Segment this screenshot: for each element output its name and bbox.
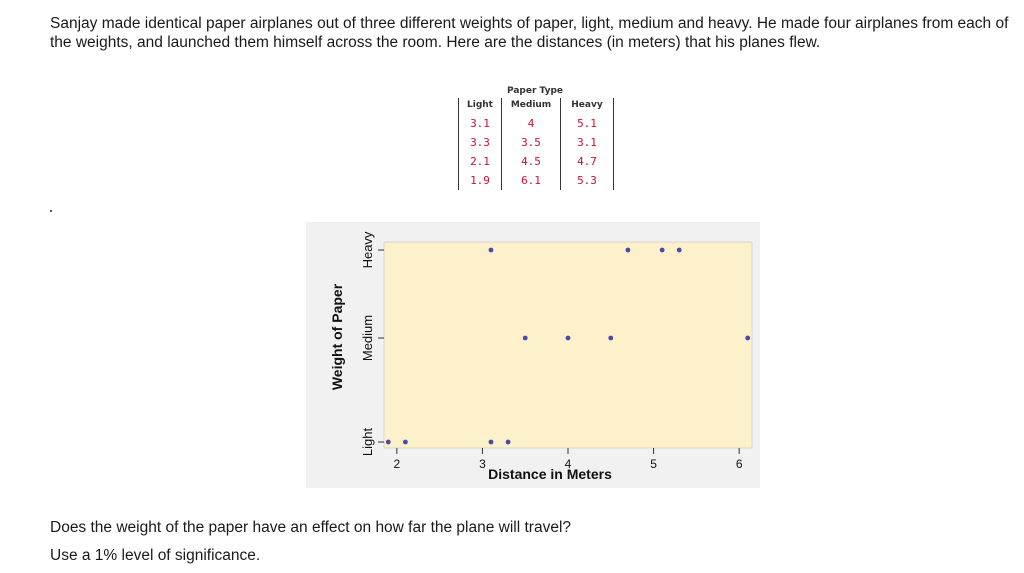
x-axis-label: Distance in Meters bbox=[488, 466, 612, 482]
scatter-point bbox=[676, 247, 682, 253]
question-text: Does the weight of the paper have an eff… bbox=[50, 519, 572, 536]
table-cell: 4 bbox=[501, 114, 561, 133]
table-cell: 4.7 bbox=[560, 152, 614, 171]
table-row: 1.9 6.1 5.3 bbox=[458, 171, 614, 190]
table-header-heavy: Heavy bbox=[560, 98, 614, 114]
y-tick-label: Heavy bbox=[360, 231, 375, 268]
table-row: 2.1 4.5 4.7 bbox=[458, 152, 614, 171]
scatter-point bbox=[659, 247, 665, 253]
y-axis: Light Medium Heavy bbox=[360, 231, 384, 456]
table-cell: 3.1 bbox=[560, 133, 614, 152]
table-cell: 4.5 bbox=[501, 152, 561, 171]
x-axis: 2 3 4 5 6 bbox=[393, 448, 743, 471]
stray-dot bbox=[50, 210, 52, 212]
plot-area bbox=[383, 241, 753, 449]
y-tick-label: Medium bbox=[360, 315, 375, 361]
table-cell: 5.3 bbox=[560, 171, 614, 190]
data-points bbox=[385, 247, 751, 445]
table-header-medium: Medium bbox=[501, 98, 561, 114]
y-tick-label: Light bbox=[360, 428, 375, 457]
table-title: Paper Type bbox=[506, 86, 564, 96]
x-tick-label: 5 bbox=[650, 457, 657, 471]
y-axis-label: Weight of Paper bbox=[329, 283, 345, 390]
scatter-point bbox=[522, 335, 528, 341]
problem-statement: Sanjay made identical paper airplanes ou… bbox=[50, 15, 1009, 51]
x-tick-label: 6 bbox=[736, 457, 743, 471]
scatter-point bbox=[385, 439, 391, 445]
table-cell: 3.3 bbox=[458, 133, 502, 152]
table-cell: 3.1 bbox=[458, 114, 502, 133]
scatter-point bbox=[402, 439, 408, 445]
scatter-point bbox=[488, 247, 494, 253]
table-header-light: Light bbox=[458, 98, 502, 114]
scatter-point bbox=[488, 439, 494, 445]
scatter-point bbox=[608, 335, 614, 341]
scatter-point bbox=[745, 335, 751, 341]
table-cell: 6.1 bbox=[501, 171, 561, 190]
table-cell: 2.1 bbox=[458, 152, 502, 171]
x-tick-label: 2 bbox=[393, 457, 400, 471]
scatter-point bbox=[625, 247, 631, 253]
significance-instruction: Use a 1% level of significance. bbox=[50, 547, 261, 564]
scatter-point bbox=[565, 335, 571, 341]
table-cell: 5.1 bbox=[560, 114, 614, 133]
scatter-point bbox=[505, 439, 511, 445]
scatter-chart: Weight of Paper Distance in Meters Light… bbox=[306, 222, 760, 488]
chart-svg: Weight of Paper Distance in Meters Light… bbox=[329, 231, 753, 482]
table-cell: 1.9 bbox=[458, 171, 502, 190]
table-row: 3.1 4 5.1 bbox=[458, 114, 614, 133]
x-tick-label: 3 bbox=[479, 457, 486, 471]
distance-table: Paper Type Light Medium Heavy 3.1 4 5.1 … bbox=[458, 86, 614, 190]
table-row: 3.3 3.5 3.1 bbox=[458, 133, 614, 152]
x-tick-label: 4 bbox=[565, 457, 572, 471]
table-cell: 3.5 bbox=[501, 133, 561, 152]
